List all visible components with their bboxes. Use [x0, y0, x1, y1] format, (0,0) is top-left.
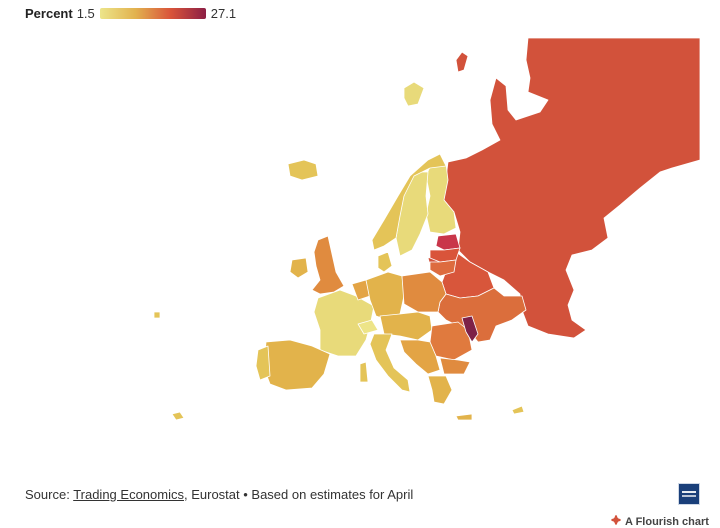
region-denmark[interactable] [377, 251, 393, 273]
region-portugal[interactable] [255, 345, 271, 381]
region-united-kingdom[interactable] [311, 235, 345, 295]
legend-title: Percent [25, 5, 73, 21]
region-cyprus[interactable] [511, 405, 525, 415]
region-ukraine[interactable] [437, 287, 527, 343]
region-finland[interactable] [425, 161, 457, 235]
color-legend: Percent 1.5 27.1 [25, 4, 236, 22]
region-greece[interactable] [427, 375, 453, 405]
region-norway[interactable] [371, 153, 447, 251]
region-lithuania[interactable] [429, 259, 457, 277]
region-sardinia [359, 361, 369, 383]
region-italy[interactable] [369, 333, 411, 393]
flourish-credit-label: A Flourish chart [625, 515, 709, 528]
region-iceland[interactable] [287, 159, 319, 181]
region-bulgaria[interactable] [439, 357, 471, 375]
region-balkans[interactable] [399, 339, 441, 375]
source-prefix: Source: [25, 487, 74, 502]
trading-economics-link[interactable]: Trading Economics [73, 487, 184, 502]
source-rest: Eurostat • Based on estimates for April [191, 487, 414, 502]
flourish-logo-icon [611, 515, 621, 528]
region-france[interactable] [313, 289, 375, 357]
legend-max-value: 27.1 [210, 5, 237, 21]
region-crete [455, 413, 473, 421]
europe-choropleth-map [153, 37, 701, 421]
region-poland[interactable] [401, 271, 447, 313]
region-novaya-zemlya [455, 51, 469, 73]
region-moldova[interactable] [461, 315, 479, 343]
source-note: Source: Trading Economics, Eurostat • Ba… [25, 487, 413, 502]
region-madeira [153, 311, 161, 319]
legend-min-value: 1.5 [76, 5, 95, 21]
region-switzerland[interactable] [357, 319, 379, 335]
region-canary-islands [171, 411, 185, 421]
flourish-credit-link[interactable]: A Flourish chart [611, 515, 709, 528]
publisher-logo-icon[interactable] [678, 483, 700, 505]
region-estonia[interactable] [435, 233, 461, 251]
region-ireland[interactable] [289, 257, 309, 279]
legend-gradient-bar [99, 7, 206, 19]
region-svalbard [403, 81, 425, 107]
source-sep: , [183, 487, 192, 502]
